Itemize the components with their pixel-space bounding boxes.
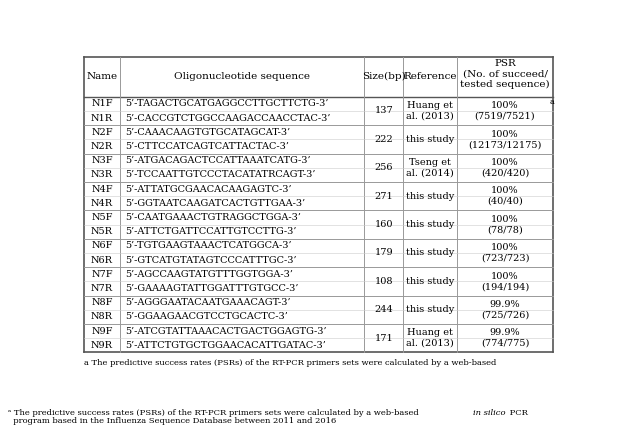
Text: 108: 108 [374,277,393,286]
Text: Tseng et
al. (2014): Tseng et al. (2014) [406,158,454,178]
Text: in silico: in silico [473,409,505,417]
Text: 271: 271 [374,192,393,201]
Text: 5’-TCCAATTGTCCCTACATATRCAGT-3’: 5’-TCCAATTGTCCCTACATATRCAGT-3’ [125,171,315,179]
Text: N1F: N1F [91,99,113,108]
Text: this study: this study [406,248,455,257]
Text: 5’-GTCATGTATAGTCCCATTTGC-3’: 5’-GTCATGTATAGTCCCATTTGC-3’ [125,256,296,265]
Text: this study: this study [406,305,455,314]
Text: 160: 160 [374,220,393,229]
Text: N2R: N2R [91,142,113,151]
Text: 5’-TAGACTGCATGAGGCCTTGCTTCTG-3’: 5’-TAGACTGCATGAGGCCTTGCTTCTG-3’ [125,99,329,108]
Text: N4F: N4F [91,184,113,194]
Text: 100%
(40/40): 100% (40/40) [487,187,523,206]
Text: 99.9%
(725/726): 99.9% (725/726) [481,300,529,319]
Text: 137: 137 [374,106,393,115]
Text: a The predictive success rates (PSRs) of the RT-PCR primers sets were calculated: a The predictive success rates (PSRs) of… [84,358,499,367]
Text: N7R: N7R [91,284,113,293]
Text: N5R: N5R [91,227,113,236]
Text: Huang et
al. (2013): Huang et al. (2013) [406,101,454,121]
Text: 5’-CACCGTCTGGCCAAGACCAACCTAC-3’: 5’-CACCGTCTGGCCAAGACCAACCTAC-3’ [125,114,330,122]
Text: N2F: N2F [91,128,113,137]
Text: 5’-ATTCTGATTCCATTGTCCTTG-3’: 5’-ATTCTGATTCCATTGTCCTTG-3’ [125,227,296,236]
Text: 5’-CTTCCATCAGTCATTACTAC-3’: 5’-CTTCCATCAGTCATTACTAC-3’ [125,142,289,151]
Text: 99.9%
(774/775): 99.9% (774/775) [481,329,529,348]
Text: 100%
(7519/7521): 100% (7519/7521) [474,101,535,121]
Text: this study: this study [406,277,455,286]
Text: N6F: N6F [91,241,113,250]
Text: this study: this study [406,192,455,201]
Text: Name: Name [86,72,117,81]
Text: 5’-GGTAATCAAGATCACTGTTGAA-3’: 5’-GGTAATCAAGATCACTGTTGAA-3’ [125,199,305,208]
Text: 5’-AGCCAAGTATGTTTGGTGGA-3’: 5’-AGCCAAGTATGTTTGGTGGA-3’ [125,270,292,279]
Text: 171: 171 [374,334,393,343]
Text: 100%
(78/78): 100% (78/78) [487,215,523,234]
Text: N9R: N9R [91,341,113,350]
Text: 100%
(420/420): 100% (420/420) [481,158,529,178]
Text: this study: this study [406,220,455,229]
Text: a: a [550,98,555,106]
Text: N5F: N5F [91,213,113,222]
Text: PCR: PCR [507,409,528,417]
Text: 256: 256 [374,163,393,172]
Text: 5’-GGAAGAACGTCCTGCACTC-3’: 5’-GGAAGAACGTCCTGCACTC-3’ [125,312,288,321]
Text: N9F: N9F [91,326,113,335]
Text: Size(bp): Size(bp) [362,72,406,81]
Text: 100%
(12173/12175): 100% (12173/12175) [468,130,542,149]
Text: 222: 222 [374,135,393,144]
Text: 100%
(194/194): 100% (194/194) [481,272,529,291]
Text: 5’-CAATGAAACTGTRAGGCTGGA-3’: 5’-CAATGAAACTGTRAGGCTGGA-3’ [125,213,301,222]
Text: 100%
(723/723): 100% (723/723) [481,243,529,263]
Text: program based in the Influenza Sequence Database between 2011 and 2016: program based in the Influenza Sequence … [8,417,337,424]
Text: PSR
(No. of succeed/
tested sequence): PSR (No. of succeed/ tested sequence) [460,59,550,89]
Text: N8R: N8R [91,312,113,321]
Text: N1R: N1R [91,114,113,122]
Text: N7F: N7F [91,270,113,279]
Text: N8F: N8F [91,298,113,307]
Text: Huang et
al. (2013): Huang et al. (2013) [406,329,454,348]
Text: N3F: N3F [91,156,113,165]
Text: Oligonucleotide sequence: Oligonucleotide sequence [175,72,310,81]
Text: 5’-ATCGTATTAAACACTGACTGGAGTG-3’: 5’-ATCGTATTAAACACTGACTGGAGTG-3’ [125,326,327,335]
Text: N3R: N3R [91,171,113,179]
Text: 5’-AGGGAATACAATGAAACAGT-3’: 5’-AGGGAATACAATGAAACAGT-3’ [125,298,291,307]
Text: 5’-ATGACAGACTCCATTAAATCATG-3’: 5’-ATGACAGACTCCATTAAATCATG-3’ [125,156,310,165]
Text: Reference: Reference [404,72,457,81]
Text: 179: 179 [374,248,393,257]
Text: 5’-CAAACAAGTGTGCATAGCAT-3’: 5’-CAAACAAGTGTGCATAGCAT-3’ [125,128,290,137]
Text: 5’-ATTATGCGAACACAAGAGTC-3’: 5’-ATTATGCGAACACAAGAGTC-3’ [125,184,291,194]
Text: 244: 244 [374,305,393,314]
Text: ᵃ The predictive success rates (PSRs) of the RT-PCR primers sets were calculated: ᵃ The predictive success rates (PSRs) of… [8,409,422,417]
Text: 5’-GAAAAGTATTGGATTTGTGCC-3’: 5’-GAAAAGTATTGGATTTGTGCC-3’ [125,284,298,293]
Text: 5’-TGTGAAGTAAACTCATGGCA-3’: 5’-TGTGAAGTAAACTCATGGCA-3’ [125,241,291,250]
Text: N6R: N6R [91,256,113,265]
Text: N4R: N4R [91,199,113,208]
Text: this study: this study [406,135,455,144]
Text: 5’-ATTCTGTGCTGGAACACATTGATAC-3’: 5’-ATTCTGTGCTGGAACACATTGATAC-3’ [125,341,325,350]
